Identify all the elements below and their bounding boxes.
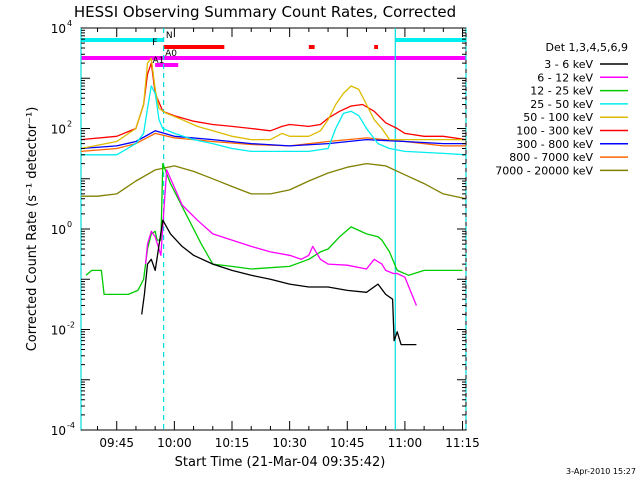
- y-tick-label-base: 10: [51, 123, 66, 137]
- vertical-lines: [80, 28, 467, 430]
- y-tick-label-exponent: 0: [67, 220, 72, 229]
- flag-bar-label: A0: [165, 49, 177, 59]
- flag-bar-label: F: [152, 38, 157, 48]
- y-axis-label: Corrected Count Rate (s⁻¹ detector⁻¹): [25, 107, 40, 352]
- y-tick-label-exponent: -4: [67, 421, 75, 430]
- y-tick-label-base: 10: [51, 424, 66, 438]
- legend-label: 50 - 100 keV: [523, 111, 593, 124]
- legend-label: 100 - 300 keV: [516, 125, 593, 138]
- series-line: [141, 219, 417, 346]
- x-tick-label: 10:30: [272, 436, 307, 450]
- y-tick-label-base: 10: [51, 324, 66, 338]
- series-line: [80, 62, 467, 141]
- x-tick-label: 10:45: [330, 436, 365, 450]
- legend-label: 25 - 50 keV: [530, 98, 593, 111]
- series-line: [85, 162, 463, 296]
- x-tick-label: 11:15: [445, 436, 480, 450]
- legend-label: 6 - 12 keV: [537, 71, 593, 84]
- flag-bar-label: A1: [152, 56, 164, 66]
- series-lines: [80, 57, 467, 346]
- series-line: [81, 85, 467, 156]
- series-line: [144, 169, 418, 306]
- series-line: [81, 162, 467, 200]
- footer-date: 3-Apr-2010 15:27: [566, 467, 636, 476]
- legend-title: Det 1,3,4,5,6,9: [545, 41, 628, 54]
- y-tick-label-base: 10: [51, 223, 66, 237]
- x-tick-label: 10:00: [157, 436, 192, 450]
- x-ticks: 09:45 10:00 10:15 10:30 10:45 11:00 11:15: [97, 28, 480, 450]
- x-tick-label: 10:15: [215, 436, 250, 450]
- y-tick-label-exponent: 2: [67, 120, 72, 129]
- series-line: [80, 132, 466, 153]
- x-tick-label: 11:00: [388, 436, 423, 450]
- y-tick-label-exponent: -2: [67, 321, 75, 330]
- legend-label: 300 - 800 keV: [516, 138, 593, 151]
- flag-bar-label: N: [166, 31, 173, 41]
- legend-label: 800 - 7000 keV: [509, 151, 593, 164]
- legend-label: 12 - 25 keV: [530, 85, 593, 98]
- y-tick-label-base: 10: [51, 22, 66, 36]
- x-tick-label: 09:45: [99, 436, 134, 450]
- chart-title: HESSI Observing Summary Count Rates, Cor…: [74, 3, 456, 21]
- legend-label: 7000 - 20000 keV: [495, 164, 593, 177]
- x-axis-label: Start Time (21-Mar-04 09:35:42): [175, 455, 386, 470]
- legend-label: 3 - 6 keV: [544, 58, 593, 71]
- plot-frame: [80, 27, 467, 431]
- y-tick-label-exponent: 4: [67, 19, 72, 28]
- series-line: [80, 130, 466, 150]
- series-line: [80, 57, 466, 150]
